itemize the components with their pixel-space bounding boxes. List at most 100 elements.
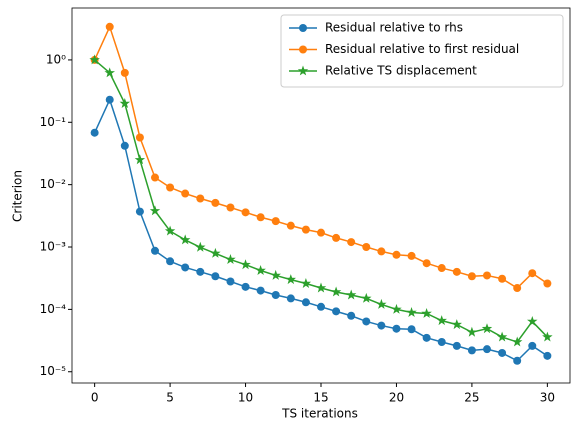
marker <box>376 298 387 309</box>
marker <box>225 254 236 264</box>
legend-box <box>280 14 564 88</box>
marker <box>498 274 507 283</box>
marker <box>437 337 446 346</box>
x-axis-label: TS iterations <box>281 407 358 421</box>
marker <box>226 277 235 286</box>
marker <box>513 284 522 293</box>
marker <box>466 326 478 337</box>
marker <box>542 331 553 342</box>
marker <box>151 246 159 255</box>
marker <box>149 205 161 216</box>
marker <box>543 351 552 360</box>
y-tick-label: 10⁻¹ <box>40 115 67 129</box>
marker <box>151 173 159 182</box>
y-tick-label: 10⁻⁵ <box>40 364 67 378</box>
marker <box>256 213 265 222</box>
marker <box>483 271 491 280</box>
marker <box>90 128 99 137</box>
marker <box>181 189 190 198</box>
marker <box>362 243 371 252</box>
marker <box>105 95 114 104</box>
marker <box>210 247 221 258</box>
x-tick-label: 20 <box>389 391 404 405</box>
marker <box>347 238 356 247</box>
marker <box>256 286 265 295</box>
marker <box>166 257 175 266</box>
marker <box>332 307 341 316</box>
legend: Residual relative to rhs Residual relativ… <box>280 14 564 88</box>
marker <box>498 348 507 357</box>
marker <box>164 225 176 236</box>
marker <box>407 325 416 334</box>
legend-label: Relative TS displacement <box>325 64 477 78</box>
marker <box>527 316 538 326</box>
marker <box>392 324 401 333</box>
marker <box>315 282 327 293</box>
marker <box>105 22 114 31</box>
marker <box>451 319 462 330</box>
marker <box>286 221 295 230</box>
marker <box>195 241 206 252</box>
marker <box>301 298 310 307</box>
x-tick-label: 15 <box>313 391 328 405</box>
marker <box>391 303 402 314</box>
marker <box>346 289 357 300</box>
marker <box>317 302 325 311</box>
marker <box>362 317 371 326</box>
y-axis-label: Criterion <box>11 170 25 222</box>
marker <box>285 274 296 285</box>
legend-label: Residual relative to rhs <box>325 21 463 35</box>
marker <box>120 68 129 77</box>
legend-label: Residual relative to first residual <box>325 42 519 56</box>
marker <box>406 307 417 317</box>
marker <box>512 336 523 347</box>
marker <box>181 263 190 272</box>
marker <box>241 282 250 291</box>
marker <box>543 279 552 288</box>
marker <box>422 259 431 268</box>
x-tick-label: 5 <box>166 391 174 405</box>
marker <box>347 311 356 320</box>
legend-marker <box>297 65 309 76</box>
marker <box>286 294 295 303</box>
marker <box>271 217 280 226</box>
marker <box>300 278 312 288</box>
marker <box>377 247 386 256</box>
series-line <box>94 59 548 343</box>
marker <box>255 265 266 275</box>
marker <box>392 250 401 259</box>
x-tick-label: 10 <box>238 391 253 405</box>
marker <box>270 269 281 280</box>
marker <box>301 225 310 234</box>
marker <box>120 141 129 150</box>
marker <box>196 194 205 203</box>
marker <box>332 233 341 242</box>
marker <box>407 251 416 260</box>
marker <box>240 259 251 270</box>
y-tick-label: 10⁰ <box>46 52 66 66</box>
marker <box>166 183 175 192</box>
marker <box>437 264 446 273</box>
marker <box>241 208 250 217</box>
marker <box>135 133 144 142</box>
marker <box>481 323 493 334</box>
marker <box>483 345 491 354</box>
y-tick-label: 10⁻² <box>40 177 67 191</box>
y-tick-label: 10⁻³ <box>40 240 67 254</box>
plot-frame <box>71 7 571 384</box>
marker <box>496 331 508 342</box>
legend-marker <box>299 24 307 32</box>
marker <box>211 198 220 207</box>
x-tick-label: 0 <box>91 391 99 405</box>
marker <box>528 341 537 350</box>
marker <box>211 272 220 281</box>
marker <box>452 267 461 276</box>
marker <box>135 207 144 216</box>
legend-marker <box>299 45 307 54</box>
x-tick-label: 30 <box>540 391 555 405</box>
marker <box>467 346 476 355</box>
marker <box>467 272 476 281</box>
marker <box>317 228 325 237</box>
marker <box>104 67 115 78</box>
